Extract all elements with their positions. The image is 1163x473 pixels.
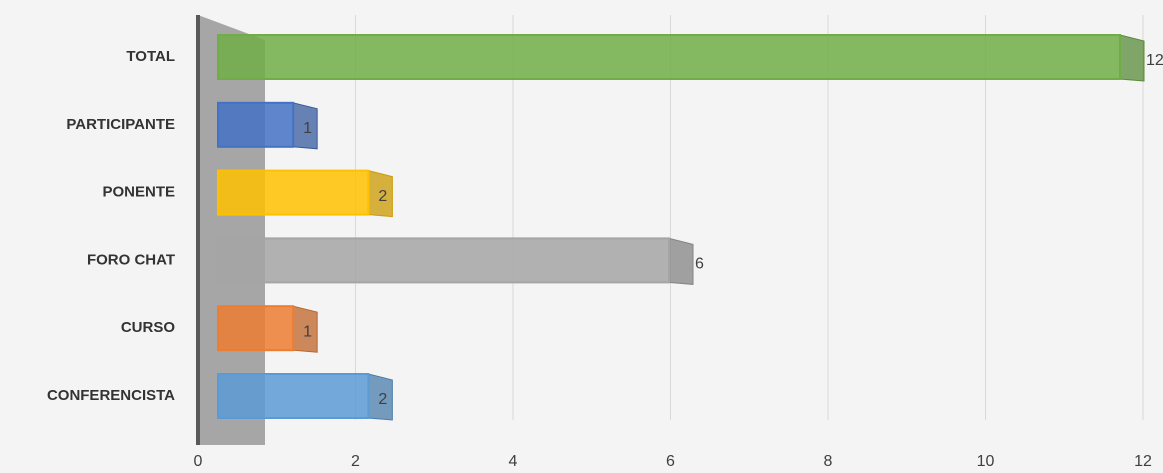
bar [217, 169, 370, 216]
x-tick-label: 6 [666, 453, 675, 470]
category-label: CONFERENCISTA [47, 387, 175, 404]
value-label: 2 [378, 391, 387, 408]
x-tick-label: 0 [194, 453, 203, 470]
value-label: 12 [1146, 52, 1163, 69]
x-tick-label: 8 [824, 453, 833, 470]
bar [217, 237, 670, 284]
category-label: FORO CHAT [87, 251, 175, 268]
bar [217, 101, 295, 148]
value-label: 1 [303, 323, 312, 340]
category-label: PARTICIPANTE [66, 116, 175, 133]
bar [217, 34, 1121, 80]
value-label: 2 [378, 188, 387, 205]
value-label: 6 [695, 256, 704, 273]
category-label: CURSO [121, 319, 176, 336]
category-label: PONENTE [102, 184, 175, 201]
category-label: TOTAL [126, 48, 175, 65]
bar-side [668, 237, 694, 285]
bar [217, 305, 295, 352]
bar-side [1119, 34, 1145, 82]
x-tick-label: 4 [509, 453, 518, 470]
x-tick-label: 12 [1134, 453, 1152, 470]
bar [217, 373, 370, 419]
x-tick-label: 10 [977, 453, 995, 470]
x-tick-label: 2 [351, 453, 360, 470]
value-label: 1 [303, 120, 312, 137]
